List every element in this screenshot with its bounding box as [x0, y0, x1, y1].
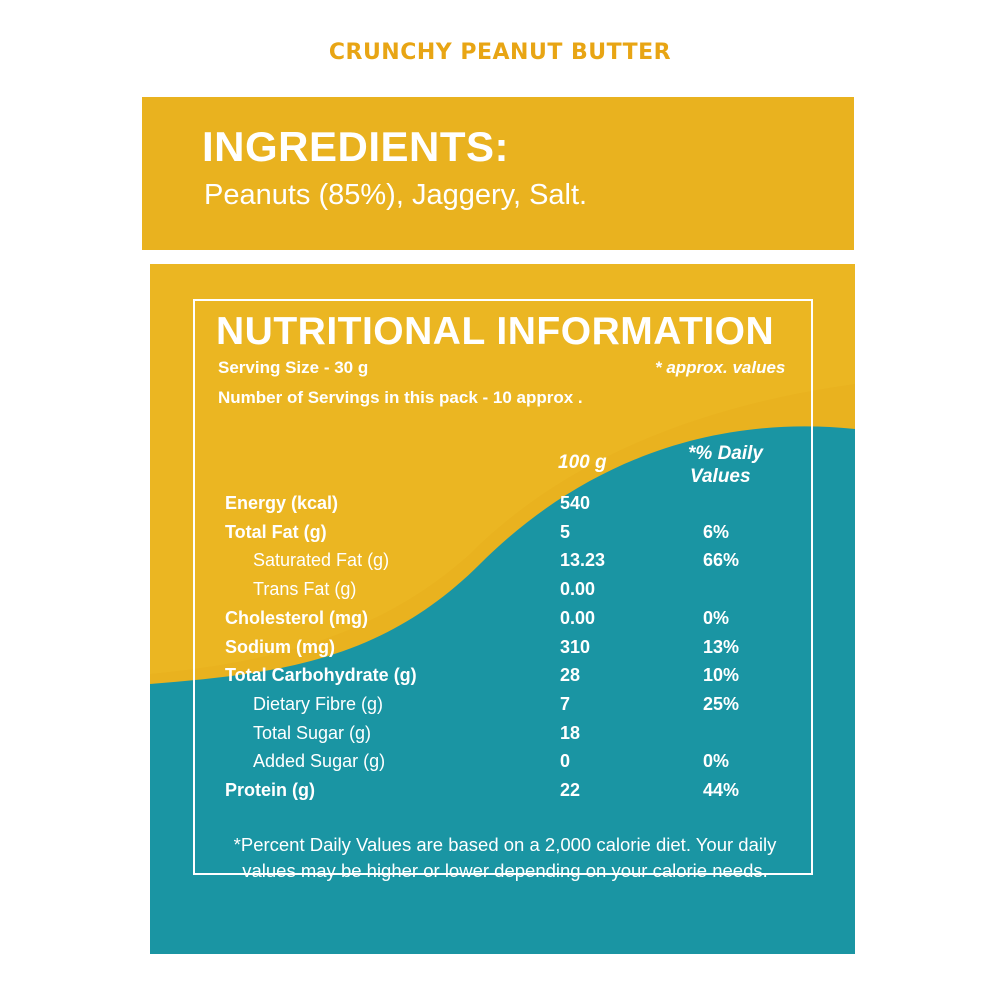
product-title: CRUNCHY PEANUT BUTTER [328, 40, 672, 65]
nutrition-panel: NUTRITIONAL INFORMATION Serving Size - 3… [150, 264, 855, 954]
nutrition-row: Total Fat (g) 5 6% [150, 522, 855, 550]
row-value-100g: 540 [560, 493, 591, 513]
nutrition-row: Total Carbohydrate (g) 28 10% [150, 665, 855, 693]
wave-background [150, 264, 855, 954]
nutrition-row: Cholesterol (mg) 0.00 0% [150, 608, 855, 636]
nutrition-row: Total Sugar (g) 18 [150, 723, 855, 751]
row-value-100g: 18 [560, 723, 581, 743]
row-value-dv: 44% [703, 780, 740, 800]
row-label: Protein (g) [225, 780, 315, 800]
nutrition-row: Saturated Fat (g) 13.23 66% [150, 550, 855, 578]
nutrition-frame [193, 299, 813, 875]
row-label: Total Carbohydrate (g) [225, 665, 417, 685]
row-value-dv: 25% [703, 694, 740, 714]
row-label: Dietary Fibre (g) [253, 694, 384, 714]
nutrition-row: Added Sugar (g) 0 0% [150, 751, 855, 779]
servings-count: Number of Servings in this pack - 10 app… [218, 388, 583, 407]
approx-note: * approx. values [655, 358, 786, 377]
ingredients-text: Peanuts (85%), Jaggery, Salt. [204, 179, 588, 211]
footnote: *Percent Daily Values are based on a 2,0… [200, 832, 810, 884]
row-value-100g: 22 [560, 780, 581, 800]
row-value-100g: 0 [560, 751, 571, 771]
nutrition-row: Trans Fat (g) 0.00 [150, 579, 855, 607]
footnote-line-1: *Percent Daily Values are based on a 2,0… [233, 834, 777, 855]
nutrition-row: Dietary Fibre (g) 7 25% [150, 694, 855, 722]
row-value-100g: 0.00 [560, 608, 596, 628]
serving-size: Serving Size - 30 g [218, 358, 369, 377]
column-header-daily-values: *% Daily Values [688, 442, 763, 488]
row-value-100g: 0.00 [560, 579, 596, 599]
nutrition-heading: NUTRITIONAL INFORMATION [216, 310, 775, 353]
footnote-line-2: values may be higher or lower depending … [242, 860, 768, 881]
row-value-dv: 6% [703, 522, 730, 542]
row-value-dv: 10% [703, 665, 740, 685]
row-value-100g: 7 [560, 694, 571, 714]
row-value-100g: 5 [560, 522, 571, 542]
row-label: Trans Fat (g) [253, 579, 357, 599]
row-value-100g: 310 [560, 637, 591, 657]
row-value-100g: 13.23 [560, 550, 606, 570]
nutrition-row: Sodium (mg) 310 13% [150, 637, 855, 665]
ingredients-heading: INGREDIENTS: [202, 123, 510, 170]
row-value-dv: 0% [703, 751, 730, 771]
row-value-dv: 66% [703, 550, 740, 570]
daily-values-line-2: Values [690, 466, 751, 487]
row-label: Total Fat (g) [225, 522, 327, 542]
row-label: Cholesterol (mg) [225, 608, 369, 628]
row-label: Energy (kcal) [225, 493, 339, 513]
daily-values-line-1: *% Daily [688, 443, 763, 464]
ingredients-panel: INGREDIENTS: Peanuts (85%), Jaggery, Sal… [142, 97, 854, 250]
row-value-dv: 13% [703, 637, 740, 657]
row-label: Added Sugar (g) [253, 751, 386, 771]
row-value-dv: 0% [703, 608, 730, 628]
nutrition-row: Protein (g) 22 44% [150, 780, 855, 808]
nutrition-row: Energy (kcal) 540 [150, 493, 855, 521]
row-label: Total Sugar (g) [253, 723, 372, 743]
row-value-100g: 28 [560, 665, 581, 685]
column-header-100g: 100 g [558, 452, 607, 473]
row-label: Sodium (mg) [225, 637, 335, 657]
row-label: Saturated Fat (g) [253, 550, 390, 570]
